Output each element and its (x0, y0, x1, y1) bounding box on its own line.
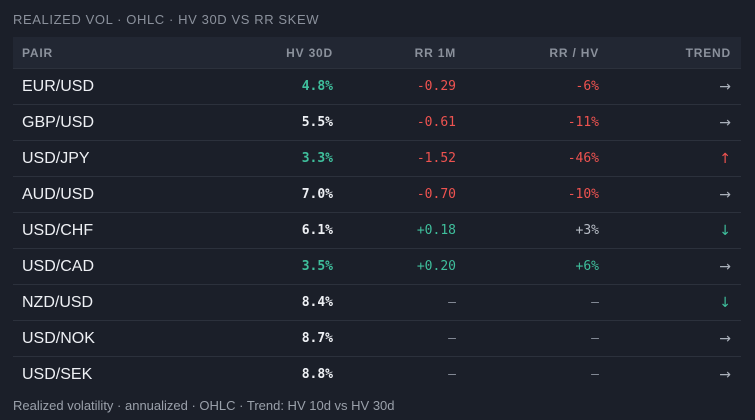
table-row[interactable]: USD/JPY 3.3% -1.52 -46% ↑ (13, 140, 741, 177)
cell-pair: USD/JPY (13, 140, 203, 177)
cell-rr1m: -0.61 (333, 104, 456, 141)
panel-title: REALIZED VOL · OHLC · HV 30D VS RR SKEW (13, 12, 320, 27)
cell-pair: GBP/USD (13, 104, 203, 141)
cell-rr-hv: -46% (456, 140, 599, 177)
column-header-trend[interactable]: TREND (599, 37, 741, 69)
cell-rr1m: -1.52 (333, 140, 456, 177)
column-header-rr-hv[interactable]: RR / HV (456, 37, 599, 69)
trend-arrow-icon: → (599, 68, 741, 105)
cell-hv30d: 6.1% (203, 212, 333, 249)
cell-hv30d: 3.3% (203, 140, 333, 177)
cell-hv30d: 4.8% (203, 68, 333, 105)
cell-hv30d: 8.8% (203, 356, 333, 392)
cell-pair: USD/SEK (13, 356, 203, 392)
cell-rr1m: -0.70 (333, 176, 456, 213)
table-row[interactable]: USD/SEK 8.8% – – → (13, 356, 741, 392)
trend-arrow-icon: → (599, 248, 741, 285)
cell-rr-hv: -11% (456, 104, 599, 141)
footnote: Realized volatility · annualized · OHLC … (13, 398, 395, 413)
cell-rr1m: -0.29 (333, 68, 456, 105)
table-row[interactable]: NZD/USD 8.4% – – ↓ (13, 284, 741, 321)
cell-pair: EUR/USD (13, 68, 203, 105)
cell-hv30d: 8.7% (203, 320, 333, 357)
table-row[interactable]: AUD/USD 7.0% -0.70 -10% → (13, 176, 741, 213)
trend-arrow-icon: → (599, 356, 741, 392)
cell-rr1m: +0.18 (333, 212, 456, 249)
trend-arrow-icon: → (599, 320, 741, 357)
trend-arrow-icon: ↑ (599, 140, 741, 177)
cell-rr1m: +0.20 (333, 248, 456, 285)
column-header-rr1m[interactable]: RR 1M (333, 37, 456, 69)
cell-pair: USD/CAD (13, 248, 203, 285)
table-header-row: PAIR HV 30D RR 1M RR / HV TREND (13, 37, 741, 69)
vol-table: PAIR HV 30D RR 1M RR / HV TREND EUR/USD … (13, 37, 741, 392)
cell-pair: NZD/USD (13, 284, 203, 321)
cell-rr-hv: -6% (456, 68, 599, 105)
cell-hv30d: 8.4% (203, 284, 333, 321)
column-header-pair[interactable]: PAIR (13, 37, 203, 69)
trend-arrow-icon: → (599, 104, 741, 141)
cell-pair: USD/NOK (13, 320, 203, 357)
cell-hv30d: 5.5% (203, 104, 333, 141)
cell-rr-hv: +6% (456, 248, 599, 285)
cell-rr1m: – (333, 320, 456, 357)
cell-hv30d: 3.5% (203, 248, 333, 285)
table-row[interactable]: USD/CAD 3.5% +0.20 +6% → (13, 248, 741, 285)
table-row[interactable]: USD/NOK 8.7% – – → (13, 320, 741, 357)
cell-pair: USD/CHF (13, 212, 203, 249)
cell-rr-hv: – (456, 320, 599, 357)
cell-rr-hv: +3% (456, 212, 599, 249)
table-row[interactable]: USD/CHF 6.1% +0.18 +3% ↓ (13, 212, 741, 249)
trend-arrow-icon: ↓ (599, 212, 741, 249)
cell-rr1m: – (333, 284, 456, 321)
cell-rr-hv: – (456, 284, 599, 321)
table-row[interactable]: GBP/USD 5.5% -0.61 -11% → (13, 104, 741, 141)
trend-arrow-icon: ↓ (599, 284, 741, 321)
table-row[interactable]: EUR/USD 4.8% -0.29 -6% → (13, 68, 741, 105)
trend-arrow-icon: → (599, 176, 741, 213)
cell-rr-hv: -10% (456, 176, 599, 213)
column-header-hv30d[interactable]: HV 30D (203, 37, 333, 69)
cell-rr1m: – (333, 356, 456, 392)
cell-rr-hv: – (456, 356, 599, 392)
cell-hv30d: 7.0% (203, 176, 333, 213)
cell-pair: AUD/USD (13, 176, 203, 213)
